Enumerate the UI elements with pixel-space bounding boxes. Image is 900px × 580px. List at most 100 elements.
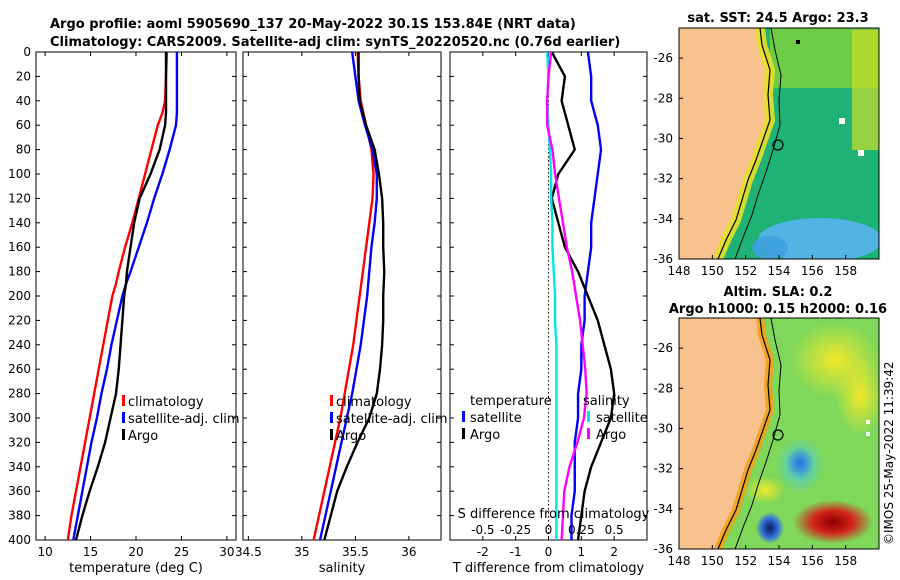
- x-tick-label: 35.5: [342, 545, 369, 559]
- legend-label: Argo: [596, 428, 626, 443]
- sst-cool-region: [758, 218, 879, 259]
- depth-tick-label: 200: [8, 289, 31, 303]
- legend-swatch: [122, 429, 125, 440]
- map-lon-tick-label: 156: [801, 554, 824, 568]
- legend-swatch: [587, 411, 590, 422]
- depth-tick-label: 100: [8, 167, 31, 181]
- legend-swatch: [330, 412, 333, 423]
- legend-label: Argo: [470, 428, 500, 443]
- x-axis-label: T difference from climatology: [452, 561, 645, 576]
- sla-shelf-contour: [734, 318, 782, 549]
- sst-warm-edge: [852, 30, 879, 150]
- map-lat-tick-label: -36: [653, 542, 673, 556]
- map-lat-tick-label: -28: [653, 91, 673, 105]
- sst-argo-position-marker: [772, 139, 784, 151]
- legend-label: Argo: [336, 429, 366, 444]
- map-lat-tick-label: -30: [653, 421, 673, 435]
- sla-coastline: [717, 318, 771, 549]
- depth-tick-label: 220: [8, 313, 31, 327]
- legend-title-temperature: temperature: [470, 394, 552, 409]
- series-line-satellite-adj-clim: [318, 51, 378, 541]
- map-lat-tick-label: -30: [653, 131, 673, 145]
- legend-label: satellite-adj. clim: [128, 412, 240, 427]
- map-lat-tick-label: -26: [653, 341, 673, 355]
- legend-swatch: [330, 395, 333, 406]
- depth-tick-label: 400: [8, 533, 31, 547]
- map-lat-tick-label: -34: [653, 212, 673, 226]
- x-tick-label: 30: [219, 545, 234, 559]
- map-lon-tick-label: 152: [734, 264, 757, 278]
- top-x-tick-label: 0.25: [568, 523, 595, 537]
- map-lon-tick-label: 150: [701, 554, 724, 568]
- x-tick-label: 35: [294, 545, 309, 559]
- depth-tick-label: 120: [8, 191, 31, 205]
- sla-missing-pixel: [866, 432, 870, 436]
- x-tick-label: 36: [401, 545, 416, 559]
- sla-map-title-line1: Altim. SLA: 0.2: [724, 285, 833, 300]
- sla-map: [678, 317, 880, 550]
- depth-tick-label: 360: [8, 484, 31, 498]
- depth-tick-label: 0: [23, 45, 31, 59]
- series-line-climatology: [66, 51, 169, 541]
- top-x-axis-label: S difference from climatology: [458, 507, 650, 522]
- depth-tick-label: 60: [16, 118, 31, 132]
- sla-argo-position-marker: [772, 429, 784, 441]
- sla-high-core: [793, 500, 873, 544]
- timestamp-stamp: ©IMOS 25-May-2022 11:39:42: [882, 361, 896, 545]
- map-lon-tick-label: 156: [801, 264, 824, 278]
- x-tick-label: 15: [83, 545, 98, 559]
- depth-tick-label: 280: [8, 387, 31, 401]
- legend-swatch: [462, 411, 465, 422]
- sst-coastline: [717, 28, 771, 259]
- legend-label: Argo: [128, 429, 158, 444]
- series-line-argo: [323, 52, 386, 541]
- map-lon-tick-label: 150: [701, 264, 724, 278]
- x-tick-label: 2: [610, 545, 618, 559]
- depth-tick-label: 300: [8, 411, 31, 425]
- series-line-salinity-argo: [545, 51, 588, 541]
- panel-frame: [242, 51, 442, 541]
- map-lat-tick-label: -36: [653, 252, 673, 266]
- sst-missing-pixel: [796, 40, 800, 44]
- sla-missing-pixel: [866, 420, 870, 424]
- sst-missing-pixel: [858, 150, 864, 156]
- legend-swatch: [122, 395, 125, 406]
- legend-label: climatology: [336, 395, 412, 410]
- sla-map-title-line2: Argo h1000: 0.15 h2000: 0.16: [669, 302, 887, 317]
- top-x-tick-label: 0: [545, 523, 553, 537]
- series-line-argo: [74, 52, 168, 541]
- profile-panel-2: 34.5 35 35.5 36 salinity climatology satellite…: [235, 51, 448, 576]
- top-x-tick-label: -0.25: [500, 523, 531, 537]
- depth-tick-label: 320: [8, 435, 31, 449]
- depth-tick-label: 260: [8, 362, 31, 376]
- map-lon-tick-label: 154: [768, 264, 791, 278]
- depth-tick-label: 40: [16, 94, 31, 108]
- legend-swatch: [122, 412, 125, 423]
- map-lat-tick-label: -28: [653, 381, 673, 395]
- x-tick-label: -1: [510, 545, 522, 559]
- map-lat-tick-label: -26: [653, 51, 673, 65]
- profile-panel-3: -2 -1 0 1 2 T difference from climatology temp…: [449, 51, 650, 576]
- x-tick-label: 20: [128, 545, 143, 559]
- depth-tick-label: 380: [8, 509, 31, 523]
- depth-tick-label: 20: [16, 69, 31, 83]
- x-tick-label: 25: [174, 545, 189, 559]
- sst-missing-pixel: [839, 118, 845, 124]
- sst-map: [678, 27, 880, 260]
- sla-low-core: [756, 512, 784, 544]
- top-x-tick-label: -0.5: [471, 523, 494, 537]
- sst-cool-patch: [752, 236, 788, 259]
- map-lat-tick-label: -32: [653, 462, 673, 476]
- x-tick-label: 1: [578, 545, 586, 559]
- depth-tick-label: 340: [8, 460, 31, 474]
- x-axis-label: salinity: [319, 561, 366, 576]
- legend-label: climatology: [128, 395, 204, 410]
- panel-frame: [35, 51, 237, 541]
- profile-panel-1: 10 15 20 25 30 temperature (deg C) climatology…: [35, 51, 240, 576]
- x-tick-label: 34.5: [235, 545, 262, 559]
- map-lon-tick-label: 148: [668, 264, 691, 278]
- depth-tick-label: 240: [8, 338, 31, 352]
- legend-label: satellite: [470, 411, 522, 426]
